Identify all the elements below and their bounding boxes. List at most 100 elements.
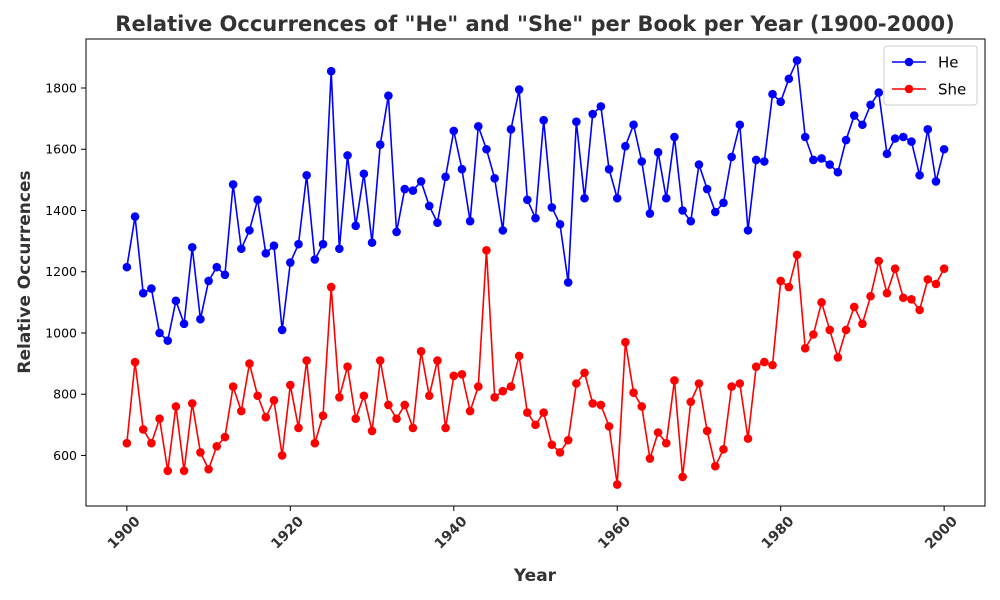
x-tick-label: 1940 [432,513,471,552]
data-point-she [678,472,687,482]
data-point-he [784,74,794,84]
data-point-she [433,356,442,365]
data-point-she [498,386,508,396]
data-point-she [653,428,663,437]
data-point-she [711,461,720,471]
data-point-she [253,391,262,401]
data-point-she [596,400,606,410]
data-point-he [939,144,949,154]
data-point-she [482,246,491,255]
data-point-she [776,276,785,286]
data-point-he [122,262,132,272]
data-point-she [694,379,704,388]
data-point-she [792,250,802,260]
data-point-she [147,438,156,448]
data-point-he [915,170,924,180]
data-point-he [686,216,696,226]
y-tick-label: 1200 [45,264,77,279]
data-point-she [882,288,892,298]
y-tick-label: 1000 [45,325,77,340]
data-point-he [220,270,230,280]
data-point-she [449,371,459,381]
data-point-he [343,151,352,160]
data-point-he [155,328,164,338]
data-point-she [416,347,426,356]
series-layer [122,56,949,489]
data-point-she [555,448,565,457]
data-point-he [375,140,385,149]
data-point-he [645,209,655,218]
data-point-she [441,423,450,433]
data-point-he [572,117,581,126]
x-axis-label: Year [513,566,557,586]
data-point-he [294,239,303,249]
data-point-he [253,195,262,205]
data-point-he [163,336,173,345]
y-tick-label: 800 [53,387,77,402]
data-point-he [898,132,908,142]
data-point-she [424,391,434,401]
data-point-she [768,360,777,370]
data-point-he [702,184,712,194]
data-point-he [596,102,606,111]
data-point-he [817,154,826,163]
data-point-he [580,193,589,203]
data-point-he [539,115,548,125]
series-she [122,246,949,489]
data-point-she [286,380,295,390]
x-tick-label: 1900 [105,513,144,552]
data-point-she [898,293,908,303]
data-point-he [179,319,189,329]
data-point-she [384,400,393,410]
data-point-he [433,218,442,228]
data-point-she [727,382,736,391]
data-point-he [931,177,941,186]
legend-item-he: He [892,54,959,72]
data-point-he [384,91,393,100]
data-point-she [890,264,900,273]
x-axis: 1900 1920 1940 1960 1980 2000 [105,506,961,552]
data-point-he [286,258,295,267]
data-point-she [375,356,385,365]
data-point-she [204,464,213,474]
data-point-he [457,164,467,174]
data-point-he [866,100,875,110]
data-point-he [621,141,630,151]
data-point-she [392,414,401,424]
data-point-she [531,420,540,430]
data-point-she [302,356,311,365]
data-point-he [907,137,916,146]
data-point-he [245,226,254,235]
data-point-he [711,207,720,217]
x-tick-label: 2000 [922,513,961,552]
data-point-she [702,426,712,436]
data-point-she [939,264,949,273]
data-point-she [457,370,467,379]
data-point-he [727,152,736,162]
data-point-he [825,160,835,169]
data-point-he [735,120,745,130]
legend-marker [904,84,914,94]
data-point-he [563,278,573,287]
data-point-he [236,244,246,254]
data-point-he [800,132,810,142]
data-point-she [915,305,924,315]
data-point-he [171,296,181,306]
data-point-he [923,125,933,134]
data-point-she [523,408,532,417]
data-point-she [637,402,647,411]
data-point-she [841,325,851,335]
data-point-he [269,241,279,250]
data-point-she [923,275,933,284]
data-point-he [302,170,311,180]
data-point-he [612,193,622,203]
data-point-she [228,382,238,391]
y-tick-label: 1600 [45,142,77,157]
data-point-she [245,359,254,368]
data-point-she [751,362,761,371]
data-point-he [833,167,843,177]
data-point-he [261,249,271,258]
plot-area-frame [85,38,986,507]
